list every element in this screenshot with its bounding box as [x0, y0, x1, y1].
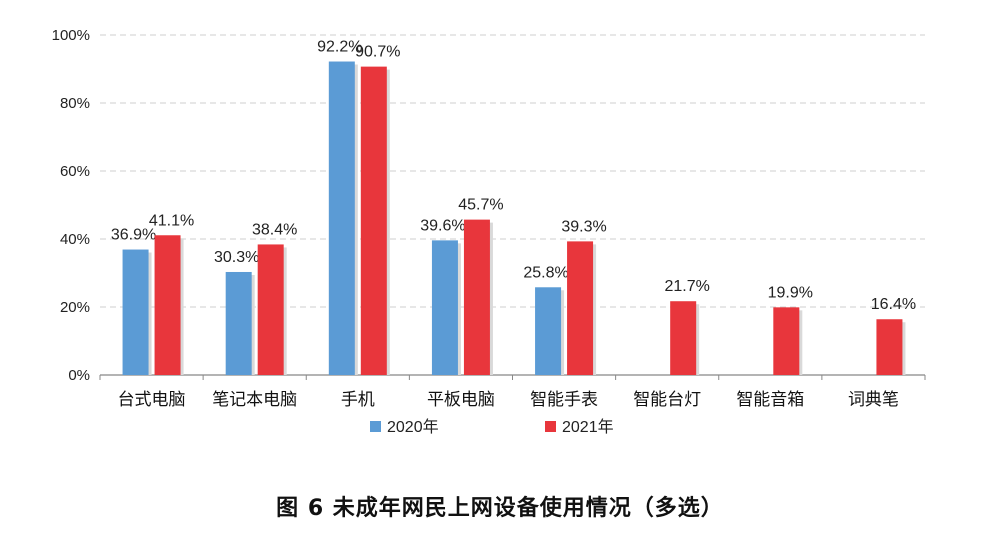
data-label: 39.3%: [561, 218, 606, 235]
y-tick-label: 0%: [68, 367, 90, 384]
legend-swatch: [370, 421, 381, 432]
bar: [154, 235, 181, 375]
data-label: 38.4%: [252, 221, 297, 238]
category-label: 智能音箱: [736, 390, 804, 410]
bar: [431, 240, 458, 375]
data-label: 41.1%: [149, 212, 194, 229]
bar: [225, 271, 252, 375]
data-label: 19.9%: [768, 284, 813, 301]
legend-swatch: [545, 421, 556, 432]
data-label: 25.8%: [523, 264, 568, 281]
legend-label: 2020年: [387, 418, 439, 436]
bar-chart: 0% 20% 40% 60% 80% 100% 36.9%41.1% 台式电脑 30.3% 38.…: [52, 27, 926, 436]
bar: [463, 219, 490, 375]
y-tick-label: 20%: [60, 299, 90, 316]
category-label: 智能台灯: [633, 390, 701, 410]
chart-caption: 图 6 未成年网民上网设备使用情况（多选）: [276, 496, 724, 521]
data-label: 36.9%: [111, 227, 156, 244]
bar: [535, 287, 562, 375]
data-label: 45.7%: [458, 197, 503, 214]
y-tick-label: 40%: [60, 231, 90, 248]
category-label: 台式电脑: [118, 390, 186, 410]
bar: [360, 66, 387, 376]
data-label: 90.7%: [355, 44, 400, 61]
category-label: 平板电脑: [427, 390, 495, 410]
bar: [670, 301, 697, 375]
category-label: 智能手表: [530, 390, 598, 410]
data-label: 16.4%: [871, 296, 916, 313]
y-tick-label: 80%: [60, 95, 90, 112]
category-label: 手机: [341, 390, 375, 410]
category-label: 词典笔: [848, 390, 899, 410]
bar: [567, 241, 594, 375]
y-tick-label: 100%: [52, 27, 90, 44]
bar: [773, 307, 800, 375]
category-label: 笔记本电脑: [212, 390, 297, 410]
bar: [328, 61, 355, 376]
data-label: 21.7%: [665, 278, 710, 295]
data-label: 92.2%: [317, 39, 362, 56]
legend-label: 2021年: [562, 418, 614, 436]
bar: [122, 249, 149, 375]
data-label: 30.3%: [214, 249, 259, 266]
data-label: 39.6%: [420, 217, 465, 234]
bar: [876, 319, 903, 375]
y-tick-label: 60%: [60, 163, 90, 180]
bar: [257, 244, 284, 375]
